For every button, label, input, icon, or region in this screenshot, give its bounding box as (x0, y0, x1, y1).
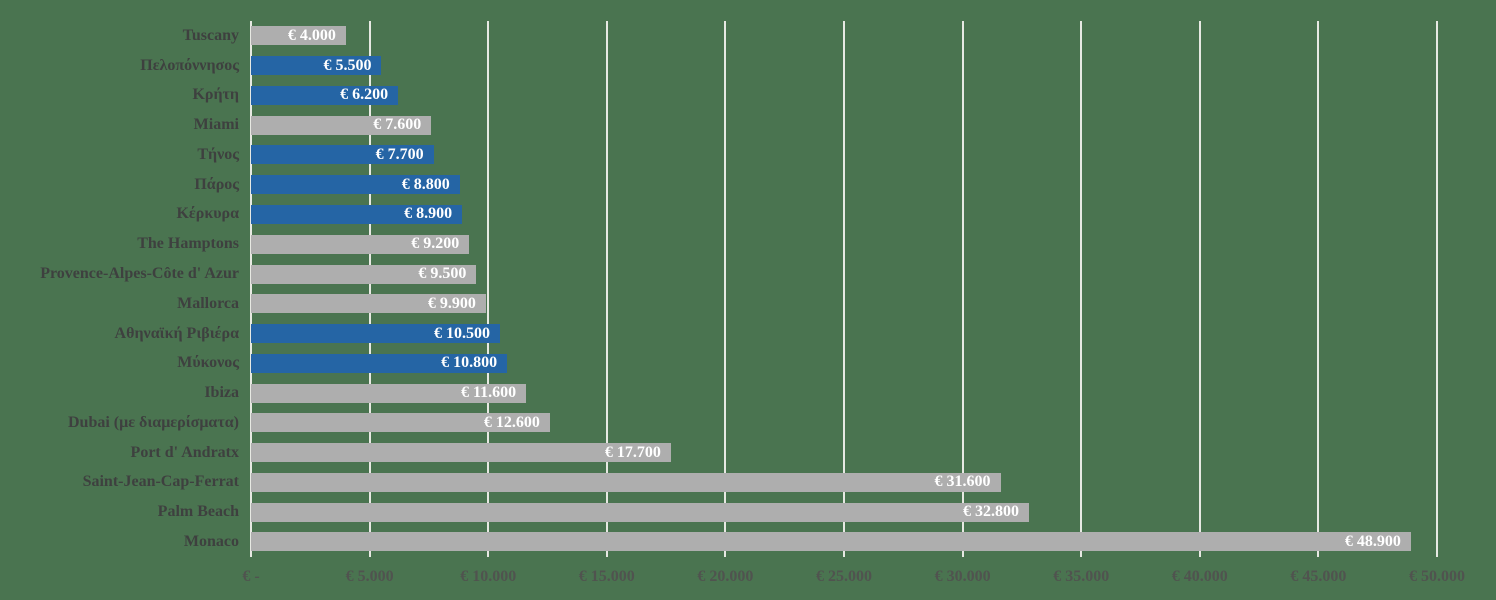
bar-row: € 8.800 (251, 170, 1437, 200)
category-label: Μύκονος (177, 354, 239, 372)
x-axis-tick-label: € 5.000 (345, 568, 394, 585)
bar-blue: € 5.500 (251, 56, 382, 76)
bar-gray: € 4.000 (251, 26, 346, 46)
category-label: Provence-Alpes-Côte d' Azur (40, 265, 239, 282)
bar-row: € 12.600 (251, 408, 1437, 438)
gridline (961, 21, 964, 557)
category-label: Ibiza (204, 384, 239, 402)
x-axis-tick-label: € 10.000 (460, 568, 517, 585)
bar-row: € 48.900 (251, 527, 1437, 557)
bars-layer: € 4.000 € 5.500 € 6.200 € 7.600 € 7.700 € 8.8… (251, 21, 1437, 557)
x-axis-tick-label: € 15.000 (578, 568, 635, 585)
bar-row: € 5.500 (251, 51, 1437, 81)
bar-row: € 9.500 (251, 259, 1437, 289)
category-label: The Hamptons (137, 235, 239, 253)
gridline (1317, 21, 1320, 557)
gridline (605, 21, 608, 557)
plot-area: € 4.000 € 5.500 € 6.200 € 7.600 € 7.700 € 8.8… (250, 21, 1438, 557)
bar-row: € 9.200 (251, 229, 1437, 259)
bar-gray: € 9.200 (251, 234, 470, 254)
bar-row: € 4.000 (251, 21, 1437, 51)
bar-row: € 8.900 (251, 200, 1437, 230)
category-label: Port d' Andratx (130, 443, 239, 461)
category-label: Πελοπόννησος (140, 56, 239, 74)
category-label: Κρήτη (192, 86, 239, 104)
category-label: Monaco (183, 532, 239, 550)
bar-row: € 31.600 (251, 467, 1437, 497)
category-label: Saint-Jean-Cap-Ferrat (82, 473, 239, 491)
bar-blue: € 6.200 (251, 85, 399, 105)
gridline (1436, 21, 1438, 557)
bar-gray: € 9.500 (251, 264, 477, 284)
bar-row: € 6.200 (251, 81, 1437, 111)
x-axis-tick-label: € 40.000 (1171, 568, 1228, 585)
bar-blue: € 10.800 (251, 353, 508, 373)
gridline (1198, 21, 1201, 557)
gridlines-layer (250, 21, 1438, 557)
bar-blue: € 10.500 (251, 324, 501, 344)
category-label: Dubai (με διαμερίσματα) (68, 413, 239, 431)
bar-gray: € 17.700 (251, 443, 671, 463)
gridline (1080, 21, 1083, 557)
bar-row: € 32.800 (251, 497, 1437, 527)
bar-gray: € 48.900 (251, 532, 1411, 552)
x-axis-tick-label: € 50.000 (1409, 568, 1465, 585)
category-label: Κέρκυρα (176, 205, 239, 223)
gridline (724, 21, 727, 557)
category-label: Miami (193, 116, 239, 134)
category-labels-column: Tuscany Πελοπόννησος Κρήτη Miami Τήνος Πάρος Κ… (0, 21, 239, 557)
bar-gray: € 9.900 (251, 294, 486, 314)
category-label: Τήνος (197, 145, 239, 163)
bar-gray: € 7.600 (251, 115, 432, 135)
bar-row: € 10.800 (251, 348, 1437, 378)
gridline (487, 21, 490, 557)
x-axis: € - € 5.000 € 10.000 € 15.000 € 20.000 € 25.0… (242, 564, 1465, 590)
bar-blue: € 8.900 (251, 204, 463, 224)
x-axis-tick-label: € 20.000 (697, 568, 754, 585)
bar-blue: € 8.800 (251, 175, 460, 195)
x-axis-tick-label: € 45.000 (1290, 568, 1347, 585)
bar-row: € 9.900 (251, 289, 1437, 319)
x-axis-tick-label: € 30.000 (934, 568, 991, 585)
bar-gray: € 32.800 (251, 502, 1030, 522)
x-axis-tick-label: € - (242, 568, 260, 585)
x-axis-tick-label: € 35.000 (1053, 568, 1110, 585)
gridline (250, 21, 252, 557)
bar-blue: € 7.700 (251, 145, 434, 165)
gridline (843, 21, 845, 557)
bar-row: € 7.600 (251, 110, 1437, 140)
category-label: Αθηναϊκή Ριβιέρα (114, 324, 239, 342)
bar-row: € 10.500 (251, 319, 1437, 349)
category-label: Palm Beach (157, 503, 239, 521)
category-label: Tuscany (182, 26, 239, 44)
bar-gray: € 11.600 (251, 383, 527, 403)
bar-row: € 17.700 (251, 438, 1437, 468)
bar-gray: € 12.600 (251, 413, 550, 433)
category-label: Mallorca (177, 294, 239, 312)
category-label: Πάρος (194, 175, 239, 193)
bar-row: € 7.700 (251, 140, 1437, 170)
bar-row: € 11.600 (251, 378, 1437, 408)
gridline (368, 21, 371, 557)
bar-gray: € 31.600 (251, 472, 1001, 492)
x-axis-tick-label: € 25.000 (816, 568, 872, 585)
